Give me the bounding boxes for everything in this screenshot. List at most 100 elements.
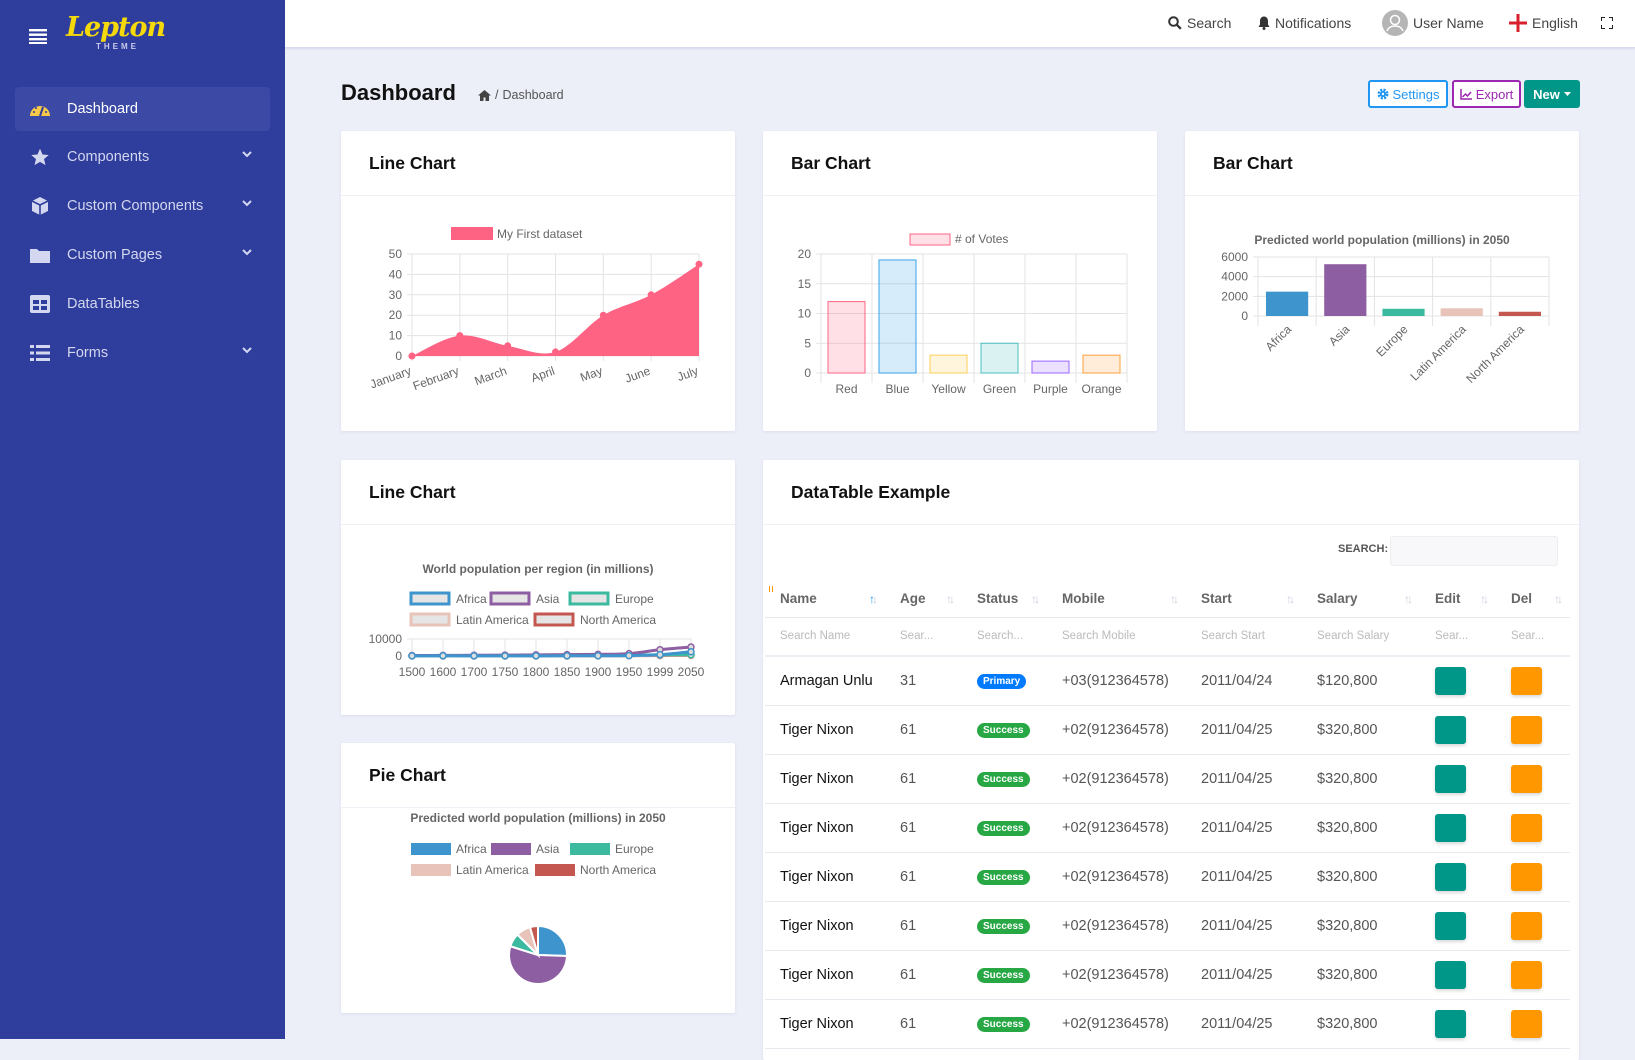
sort-icon[interactable]: ↑↓ bbox=[1286, 592, 1295, 606]
column-header[interactable]: Del ↑↓ bbox=[1496, 580, 1570, 618]
column-search-input[interactable]: Search Salary bbox=[1302, 617, 1420, 657]
notifications-button[interactable]: Notifications bbox=[1258, 0, 1351, 46]
chart-title: Predicted world population (millions) in… bbox=[1254, 233, 1510, 247]
sort-icon[interactable]: ↑↓ bbox=[1404, 592, 1413, 606]
data-point bbox=[563, 652, 571, 660]
new-dropdown-button[interactable]: New bbox=[1524, 80, 1580, 108]
column-header[interactable]: Name ↑↓ bbox=[765, 580, 885, 618]
column-header[interactable]: Start ↑↓ bbox=[1186, 580, 1302, 618]
y-tick-label: 4000 bbox=[1221, 270, 1248, 284]
delete-button[interactable] bbox=[765, 580, 1542, 891]
search-button[interactable]: Search bbox=[1168, 0, 1231, 46]
column-search-input[interactable]: Sear... bbox=[1496, 617, 1570, 657]
legend-label: My First dataset bbox=[497, 227, 583, 241]
status-cell: Success bbox=[962, 950, 1047, 1000]
column-header[interactable]: Age ↑↓ bbox=[885, 580, 962, 618]
delete-button[interactable] bbox=[765, 580, 1542, 940]
sidebar-item-custom-pages[interactable]: Custom Pages bbox=[15, 233, 270, 277]
edit-button[interactable] bbox=[767, 581, 1466, 989]
delete-button[interactable] bbox=[765, 580, 1542, 744]
sidebar-item-forms[interactable]: Forms bbox=[15, 331, 270, 375]
new-label: New bbox=[1533, 86, 1560, 102]
fullscreen-icon[interactable] bbox=[1601, 17, 1613, 29]
column-search-input[interactable]: Sear... bbox=[885, 617, 962, 657]
user-menu[interactable]: User Name bbox=[1382, 0, 1484, 46]
edit-button[interactable] bbox=[767, 581, 1466, 1038]
edit-button[interactable] bbox=[767, 581, 1466, 940]
language-selector[interactable]: English bbox=[1509, 0, 1578, 46]
salary-cell: $320,800 bbox=[1302, 901, 1420, 951]
chart-canvas: 0 5 10 15 20 Red Blue Yellow Green Purple Orange # … bbox=[798, 232, 1128, 396]
y-tick-label: 20 bbox=[389, 308, 403, 322]
age-cell: 61 bbox=[885, 950, 962, 1000]
y-tick-label: 0 bbox=[395, 649, 402, 663]
delete-button[interactable] bbox=[765, 580, 1542, 842]
sort-icon[interactable]: ↑↓ bbox=[1031, 592, 1040, 606]
table-row: Tiger Nixon 61 Success +02(912364578) 20… bbox=[765, 580, 1570, 951]
delete-button[interactable] bbox=[765, 580, 1542, 1038]
delete-button[interactable] bbox=[765, 580, 1542, 793]
bar bbox=[1266, 291, 1309, 316]
sort-icon[interactable]: ↑↓ bbox=[1480, 592, 1489, 606]
edit-button[interactable] bbox=[767, 581, 1466, 842]
edit-button[interactable] bbox=[767, 581, 1466, 744]
logo-subtitle: THEME bbox=[96, 42, 139, 51]
delete-button[interactable] bbox=[765, 580, 1542, 989]
sidebar-item-custom-components[interactable]: Custom Components bbox=[15, 184, 270, 228]
table-row: Tiger Nixon 61 Success +02(912364578) 20… bbox=[765, 580, 1570, 1000]
bar bbox=[1382, 308, 1425, 316]
column-header-label: Age bbox=[900, 590, 926, 606]
dashboard-gauge-icon bbox=[29, 98, 51, 120]
sort-icon[interactable]: ↑↓ bbox=[1170, 592, 1179, 606]
y-tick-label: 20 bbox=[798, 247, 812, 261]
x-tick-label: Red bbox=[835, 382, 857, 396]
sort-icon[interactable]: ↑↓ bbox=[1554, 592, 1563, 606]
legend-swatch bbox=[409, 591, 451, 606]
name-cell: Tiger Nixon bbox=[765, 901, 885, 951]
line-chart-card: Line Chart 0 10 20 30 40 50 January February Mar… bbox=[341, 131, 735, 431]
column-search-input[interactable]: Search Mobile bbox=[1047, 617, 1186, 657]
sidebar-item-label: Forms bbox=[67, 345, 109, 361]
column-search-input[interactable]: Search... bbox=[962, 617, 1047, 657]
data-point bbox=[656, 650, 664, 659]
x-tick-label: Green bbox=[983, 382, 1016, 396]
data-point bbox=[456, 332, 464, 340]
top-navbar bbox=[285, 0, 1635, 48]
sidebar-item-components[interactable]: Components bbox=[15, 135, 270, 179]
edit-button[interactable] bbox=[767, 581, 1466, 695]
x-tick-label: 1750 bbox=[492, 665, 519, 679]
column-header[interactable]: Edit ↑↓ bbox=[1420, 580, 1496, 618]
home-icon[interactable] bbox=[478, 89, 491, 101]
edit-button[interactable] bbox=[767, 581, 1466, 793]
salary-cell: $120,800 bbox=[1302, 656, 1420, 706]
sidebar-item-dashboard[interactable]: Dashboard bbox=[15, 87, 270, 131]
column-header[interactable]: Salary ↑↓ bbox=[1302, 580, 1420, 618]
column-search-input[interactable]: Search Name bbox=[765, 617, 885, 657]
legend-label: Africa bbox=[456, 842, 487, 856]
card-title: Bar Chart bbox=[763, 131, 1157, 196]
delete-cell bbox=[765, 580, 1570, 755]
delete-button[interactable] bbox=[765, 580, 1542, 695]
edit-button[interactable] bbox=[767, 581, 1466, 891]
table-search-input[interactable] bbox=[1390, 536, 1558, 566]
column-header[interactable]: Status ↑↓ bbox=[962, 580, 1047, 618]
status-cell: Success bbox=[962, 852, 1047, 902]
settings-button[interactable]: Settings bbox=[1368, 80, 1448, 108]
area-series bbox=[412, 264, 699, 356]
logo[interactable]: Lepton bbox=[66, 12, 166, 43]
status-cell: Success bbox=[962, 901, 1047, 951]
column-header[interactable]: Mobile ↑↓ bbox=[1047, 580, 1186, 618]
column-search-input[interactable]: Sear... bbox=[1420, 617, 1496, 657]
sidebar-item-datatables[interactable]: DataTables bbox=[15, 282, 270, 326]
sort-icon[interactable]: ↑↓ bbox=[869, 592, 878, 606]
status-badge: Success bbox=[977, 772, 1030, 787]
x-tick-label: Purple bbox=[1033, 382, 1068, 396]
column-search-input[interactable]: Search Start bbox=[1186, 617, 1302, 657]
data-point bbox=[501, 652, 509, 660]
y-tick-label: 50 bbox=[389, 247, 403, 261]
hamburger-menu-icon[interactable] bbox=[29, 28, 47, 44]
legend-swatch bbox=[909, 233, 951, 246]
column-header-label: Start bbox=[1201, 590, 1232, 606]
sort-icon[interactable]: ↑↓ bbox=[946, 592, 955, 606]
export-button[interactable]: Export bbox=[1452, 80, 1521, 108]
